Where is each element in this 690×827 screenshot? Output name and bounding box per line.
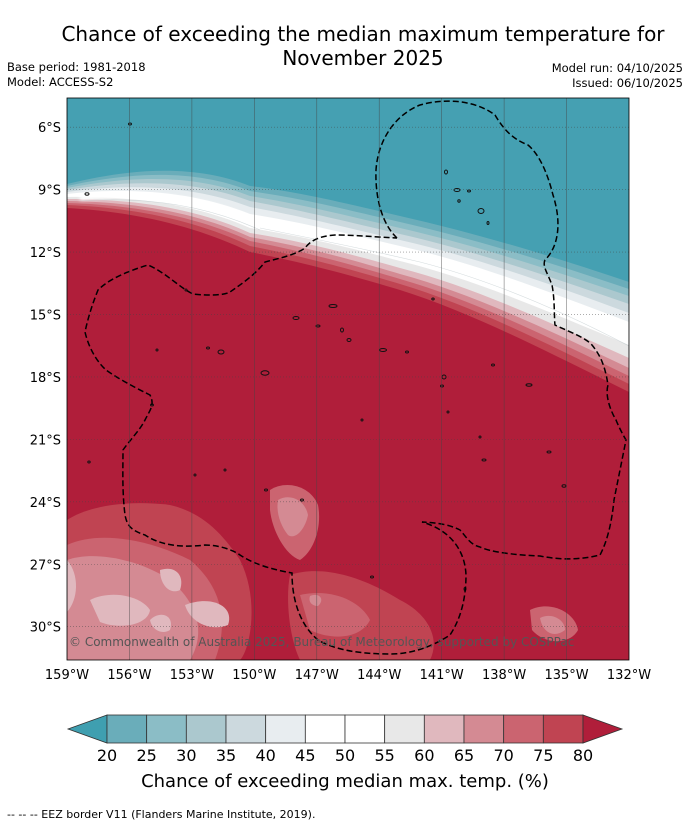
latitude-labels: 6°S 9°S 12°S 15°S 18°S 21°S 24°S 27°S 30°S xyxy=(30,121,61,636)
graticule xyxy=(67,98,629,660)
colorbar-tick-label: 40 xyxy=(255,746,275,765)
longitude-tick-label: 144°W xyxy=(357,668,401,683)
colorbar-cell xyxy=(542,714,584,744)
colorbar-high-arrow xyxy=(582,714,624,744)
longitude-tick-label: 159°W xyxy=(45,668,89,683)
colorbar-tick-label: 25 xyxy=(136,746,156,765)
issued-date: Issued: 06/10/2025 xyxy=(572,76,683,90)
latitude-tick-label: 30°S xyxy=(30,621,61,636)
latitude-tick-label: 24°S xyxy=(30,496,61,511)
copyright-note: © Commonwealth of Australia 2025, Bureau… xyxy=(69,635,574,649)
colorbar-tick-label: 35 xyxy=(216,746,236,765)
title-line-2: November 2025 xyxy=(282,46,444,70)
southern-patches xyxy=(67,485,578,660)
longitude-tick-label: 147°W xyxy=(295,668,339,683)
colorbar-tick-label: 80 xyxy=(573,746,593,765)
colorbar: 20 25 30 35 40 45 50 55 60 65 70 75 80 xyxy=(66,714,624,765)
colorbar-tick-label: 30 xyxy=(176,746,196,765)
map-frame xyxy=(66,97,630,661)
latitude-tick-label: 18°S xyxy=(30,371,61,386)
contour-line xyxy=(79,199,261,231)
colorbar-cell xyxy=(423,714,465,744)
eez-footnote: -- -- -- EEZ border V11 (Flanders Marine… xyxy=(7,808,316,821)
colorbar-cell xyxy=(344,714,386,744)
longitude-tick-label: 132°W xyxy=(607,668,651,683)
colorbar-tick-label: 75 xyxy=(533,746,553,765)
latitude-tick-label: 12°S xyxy=(30,246,61,261)
meta-right: Model run: 04/10/2025 Issued: 06/10/2025 xyxy=(552,61,683,91)
longitude-tick-label: 135°W xyxy=(544,668,588,683)
colorbar-cell xyxy=(146,714,187,744)
colorbar-label: Chance of exceeding median max. temp. (%… xyxy=(141,771,549,792)
eez-borders xyxy=(84,100,627,655)
title-line-1: Chance of exceeding the median maximum t… xyxy=(61,22,665,46)
colorbar-tick-label: 55 xyxy=(374,746,394,765)
longitude-tick-label: 150°W xyxy=(232,668,276,683)
colorbar-tick-label: 65 xyxy=(454,746,474,765)
base-period: Base period: 1981-2018 xyxy=(7,60,146,74)
model-name: Model: ACCESS-S2 xyxy=(7,75,114,89)
longitude-labels: 159°W 156°W 153°W 150°W 147°W 144°W 141°W 138°W… xyxy=(45,668,651,683)
islands xyxy=(84,122,567,591)
longitude-tick-label: 153°W xyxy=(170,668,214,683)
colorbar-cell xyxy=(106,714,148,744)
latitude-tick-label: 27°S xyxy=(30,558,61,573)
colorbar-tick-label: 60 xyxy=(414,746,434,765)
longitude-tick-label: 156°W xyxy=(107,668,151,683)
colorbar-cell xyxy=(225,714,267,744)
colorbar-low-arrow xyxy=(66,714,108,744)
colorbar-cell xyxy=(503,714,544,744)
latitude-tick-label: 9°S xyxy=(38,184,61,199)
colorbar-cell xyxy=(304,714,346,744)
map-title: Chance of exceeding the median maximum t… xyxy=(0,22,690,70)
colorbar-cell xyxy=(185,714,227,744)
probability-field xyxy=(67,98,629,660)
longitude-tick-label: 141°W xyxy=(420,668,464,683)
meta-left: Base period: 1981-2018 Model: ACCESS-S2 xyxy=(7,60,146,90)
colorbar-tick-label: 45 xyxy=(295,746,315,765)
latitude-tick-label: 6°S xyxy=(38,121,61,136)
colorbar-cell xyxy=(384,714,425,744)
colorbar-tick-label: 50 xyxy=(335,746,355,765)
longitude-tick-label: 138°W xyxy=(482,668,526,683)
colorbar-cell xyxy=(265,714,306,744)
field-below-median xyxy=(67,98,629,282)
model-run: Model run: 04/10/2025 xyxy=(551,61,683,75)
latitude-tick-label: 21°S xyxy=(30,433,61,448)
transition-highlight xyxy=(79,192,629,343)
colorbar-tick-label: 70 xyxy=(493,746,513,765)
colorbar-cell xyxy=(463,714,505,744)
colorbar-tick-label: 20 xyxy=(97,746,117,765)
latitude-tick-label: 15°S xyxy=(30,308,61,323)
